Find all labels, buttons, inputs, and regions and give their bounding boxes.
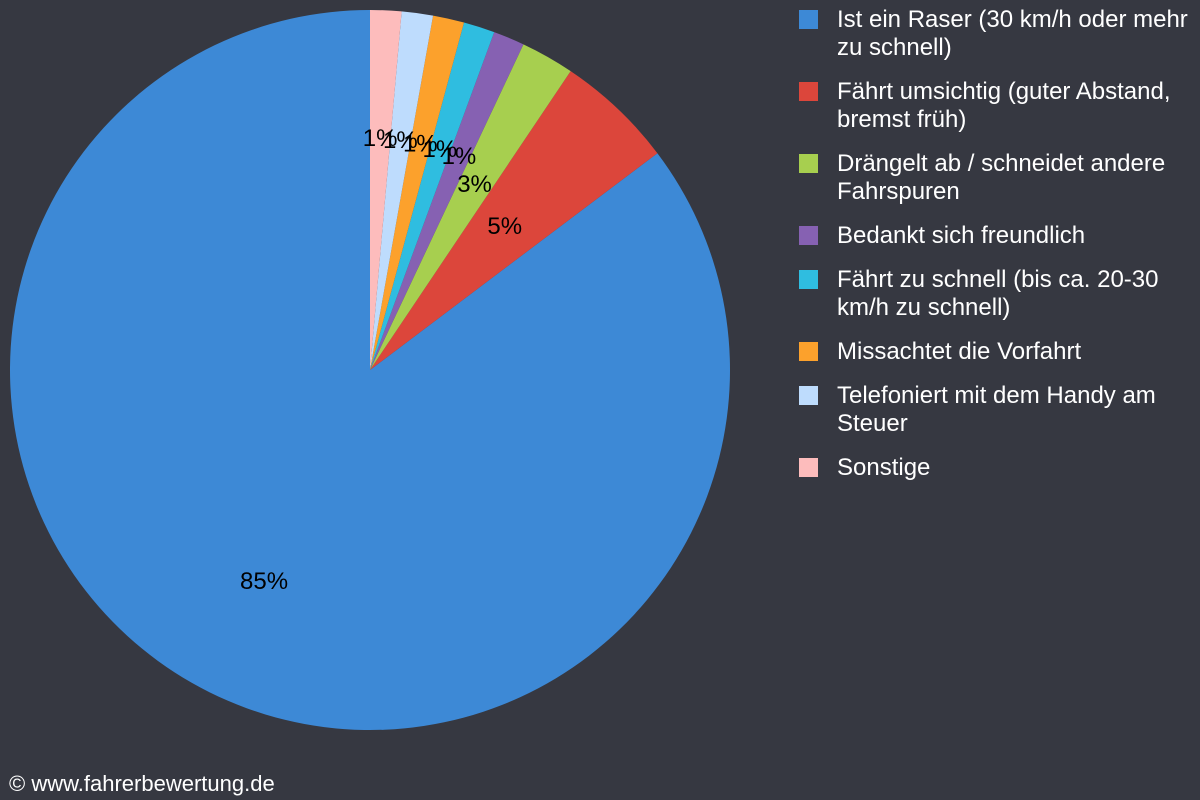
data-label-draengelt: 3% <box>457 171 492 198</box>
legend-swatch-icon <box>799 154 818 173</box>
legend-item-raser[interactable]: Ist ein Raser (30 km/h oder mehr zu schn… <box>799 6 1199 62</box>
legend-item-zu-schnell[interactable]: Fährt zu schnell (bis ca. 20-30 km/h zu … <box>799 266 1199 322</box>
pie-data-labels: 85%5%3%1%1%1%1%1% <box>240 125 522 595</box>
data-label-bedankt: 1% <box>442 143 477 170</box>
legend-item-bedankt[interactable]: Bedankt sich freundlich <box>799 222 1199 250</box>
data-label-umsichtig: 5% <box>487 213 522 240</box>
legend-label: Fährt umsichtig (guter Abstand, bremst f… <box>837 78 1171 133</box>
pie-slice-sonstige[interactable] <box>370 10 402 370</box>
pie-slice-umsichtig[interactable] <box>370 71 658 370</box>
legend-label: Sonstige <box>837 454 931 481</box>
legend-swatch-icon <box>799 270 818 289</box>
legend-label: Ist ein Raser (30 km/h oder mehr zu schn… <box>837 6 1188 61</box>
pie-slice-bedankt[interactable] <box>370 32 524 370</box>
legend-item-draengelt[interactable]: Drängelt ab / schneidet andere Fahrspure… <box>799 150 1199 206</box>
pie-slice-handy[interactable] <box>370 11 434 371</box>
pie-slice-vorfahrt[interactable] <box>370 15 464 371</box>
legend-swatch-icon <box>799 458 818 477</box>
legend-swatch-icon <box>799 226 818 245</box>
pie-chart: 85%5%3%1%1%1%1%1% <box>9 10 730 731</box>
data-label-sonstige: 1% <box>363 125 398 152</box>
legend-swatch-icon <box>799 10 818 29</box>
legend-item-umsichtig[interactable]: Fährt umsichtig (guter Abstand, bremst f… <box>799 78 1199 134</box>
legend-label: Missachtet die Vorfahrt <box>837 338 1082 365</box>
legend-item-vorfahrt[interactable]: Missachtet die Vorfahrt <box>799 338 1199 366</box>
pie-slices <box>9 10 730 731</box>
legend-item-sonstige[interactable]: Sonstige <box>799 454 1199 482</box>
legend-item-handy[interactable]: Telefoniert mit dem Handy am Steuer <box>799 382 1199 438</box>
legend-swatch-icon <box>799 386 818 405</box>
pie-slice-raser[interactable] <box>9 10 730 731</box>
data-label-vorfahrt: 1% <box>403 131 438 158</box>
data-label-handy: 1% <box>383 127 418 154</box>
legend-swatch-icon <box>799 342 818 361</box>
chart-legend: Ist ein Raser (30 km/h oder mehr zu schn… <box>799 6 1199 498</box>
legend-label: Bedankt sich freundlich <box>837 222 1086 249</box>
legend-label: Drängelt ab / schneidet andere Fahrspure… <box>837 150 1166 205</box>
pie-slice-draengelt[interactable] <box>370 44 571 371</box>
legend-swatch-icon <box>799 82 818 101</box>
data-label-zu-schnell: 1% <box>423 136 458 163</box>
data-label-raser: 85% <box>240 568 288 595</box>
legend-label: Telefoniert mit dem Handy am Steuer <box>837 382 1156 437</box>
copyright-credit: © www.fahrerbewertung.de <box>9 771 275 796</box>
legend-label: Fährt zu schnell (bis ca. 20-30 km/h zu … <box>837 266 1159 321</box>
pie-slice-zu-schnell[interactable] <box>370 22 495 370</box>
